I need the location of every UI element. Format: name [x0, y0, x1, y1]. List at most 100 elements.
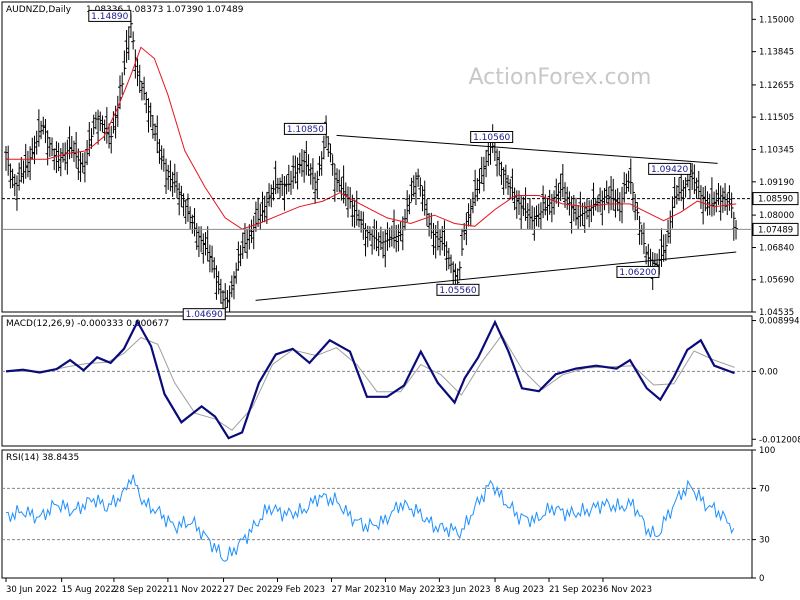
- ohlc-bar: [444, 241, 449, 271]
- ohlc-bar: [670, 196, 675, 229]
- annotation-label: 1.10560: [473, 133, 510, 143]
- ohlc-bar: [508, 178, 513, 199]
- ohlc-bar: [188, 206, 193, 230]
- ohlc-bar: [635, 202, 640, 220]
- price-level-tag: [752, 222, 799, 236]
- panel-title: MACD(12,26,9) -0.000333 0.000677: [6, 319, 169, 329]
- ohlc-bar: [343, 182, 348, 207]
- y-tick-label: 1.11505: [759, 113, 794, 123]
- ohlc-bar: [497, 150, 502, 176]
- ohlc-bar: [530, 205, 535, 231]
- ohlc-bar: [554, 178, 559, 204]
- ohlc-bar: [104, 107, 109, 144]
- y-tick-label: 1.06840: [759, 244, 794, 254]
- ohlc-bar: [473, 169, 478, 207]
- price-level-label: 1.08590: [758, 195, 793, 205]
- ohlc-bar: [433, 225, 438, 259]
- price-series: 1.08336 1.08373 1.07390 1.07489 ActionFor…: [2, 5, 799, 321]
- ohlc-bar: [560, 164, 565, 198]
- ohlc-bar: [183, 199, 188, 224]
- ohlc-bar: [181, 193, 186, 217]
- ohlc-bar: [339, 177, 344, 201]
- ohlc-bar: [519, 195, 524, 230]
- ohlc-bar: [677, 177, 682, 201]
- ohlc-bar: [159, 145, 164, 170]
- ohlc-bar: [624, 173, 629, 194]
- ohlc-bar: [523, 187, 528, 221]
- price-annotation: 1.09420: [648, 162, 692, 175]
- ohlc-bar: [229, 275, 234, 298]
- x-tick-label: 27 Dec 2022: [224, 585, 278, 595]
- ohlc-bar: [28, 146, 33, 181]
- ohlc-bar: [238, 245, 243, 267]
- ohlc-bar: [604, 180, 609, 204]
- ohlc-bar: [576, 204, 581, 230]
- ohlc-bar: [510, 168, 515, 201]
- ohlc-bar: [107, 123, 112, 149]
- ohlc-bar: [293, 155, 298, 184]
- price-annotation: 1.04690: [182, 308, 226, 321]
- ohlc-bar: [335, 168, 340, 192]
- ohlc-bar: [663, 233, 668, 261]
- ohlc-bar: [698, 185, 703, 209]
- ohlc-bar: [207, 244, 212, 273]
- ohlc-bar: [372, 219, 377, 250]
- ohlc-bar: [466, 203, 471, 227]
- ohlc-bar: [74, 131, 79, 168]
- ohlc-bar: [47, 137, 52, 157]
- ohlc-bar: [628, 158, 633, 195]
- ohlc-bar: [321, 135, 326, 160]
- ohlc-bar: [54, 141, 59, 174]
- ohlc-bar: [306, 154, 311, 177]
- ohlc-bar: [282, 175, 287, 211]
- ohlc-bar: [477, 168, 482, 194]
- y-tick-label: 100: [759, 446, 775, 456]
- ohlc-bar: [729, 192, 734, 219]
- ohlc-bar: [126, 26, 131, 61]
- ohlc-bar: [696, 171, 701, 199]
- ohlc-bar: [96, 109, 101, 145]
- ohlc-bar: [100, 115, 105, 133]
- ohlc-bar: [45, 130, 50, 166]
- panel-frame: [1, 1, 753, 313]
- ohlc-bar: [449, 254, 454, 274]
- ohlc-bar: [205, 226, 210, 262]
- y-tick-label: 70: [759, 484, 770, 494]
- ohlc-bar: [602, 188, 607, 211]
- ohlc-bar: [258, 203, 263, 231]
- ohlc-bar: [271, 180, 276, 201]
- ohlc-bar: [569, 196, 574, 234]
- ohlc-bar: [319, 151, 324, 176]
- ohlc-bar: [93, 111, 98, 130]
- ohlc-bar: [413, 172, 418, 206]
- ohlc-bar: [479, 156, 484, 184]
- ohlc-bar: [398, 221, 403, 242]
- macd-main-line: [5, 319, 735, 440]
- ohlc-bar: [370, 229, 375, 255]
- x-tick-label: 23 Jun 2023: [439, 585, 490, 595]
- ohlc-bar: [25, 150, 30, 178]
- ohlc-bar: [291, 155, 296, 189]
- ohlc-bar: [363, 223, 368, 257]
- ohlc-bar: [457, 261, 462, 280]
- panel-frame: [1, 315, 753, 447]
- ohlc-bar: [727, 185, 732, 211]
- ohlc-bar: [168, 160, 173, 192]
- ohlc-bar: [563, 182, 568, 208]
- ohlc-bar: [622, 172, 627, 203]
- ohlc-bar: [630, 183, 635, 211]
- ohlc-bar: [111, 111, 116, 134]
- ohlc-bar: [199, 226, 204, 253]
- panel-rsi: 100 70 30 0 RSI(14) 38.8435: [1, 446, 775, 584]
- ohlc-bar: [192, 208, 197, 237]
- annotation-label: 1.14890: [91, 12, 128, 22]
- ohlc-bar: [620, 186, 625, 224]
- ohlc-bar: [527, 198, 532, 230]
- ohlc-bar: [685, 174, 690, 188]
- ohlc-bar: [545, 197, 550, 221]
- ohlc-bar: [534, 205, 539, 227]
- ohlc-bar: [606, 186, 611, 214]
- annotation-label: 1.05560: [439, 286, 476, 296]
- price-annotation: 1.06200: [616, 265, 660, 278]
- ohlc-bar: [308, 163, 313, 185]
